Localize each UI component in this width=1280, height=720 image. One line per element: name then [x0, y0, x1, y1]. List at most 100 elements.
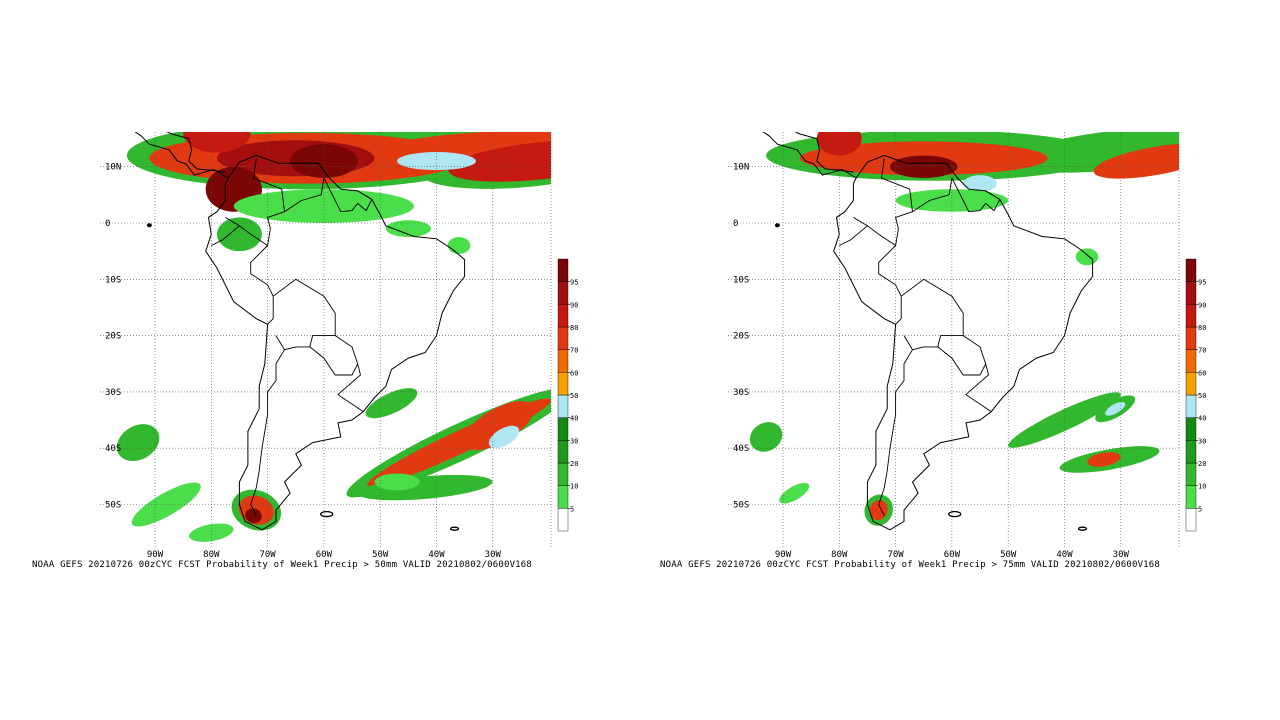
- precip-probability-area: [895, 189, 1009, 212]
- lon-label: 40W: [1056, 550, 1073, 560]
- lat-label: 30S: [105, 388, 121, 398]
- lon-label: 70W: [887, 550, 904, 560]
- colorbar-label: 60: [570, 369, 578, 377]
- precip-probability-area: [447, 237, 471, 254]
- colorbar-label: 30: [1198, 437, 1206, 445]
- lat-label: 0: [105, 219, 110, 229]
- galapagos-island: [774, 223, 780, 228]
- country-border: [878, 245, 902, 325]
- coastline-south-america: [833, 154, 1094, 531]
- lon-label: 80W: [203, 550, 220, 560]
- island-outline: [911, 119, 920, 122]
- precip-probability-area: [365, 388, 418, 419]
- precip-probability-area: [397, 152, 476, 171]
- colorbar-label: 60: [1198, 369, 1206, 377]
- panel-right: 10N 0 10S 20S 30S 40S 50S 90W 80W 70W 60W 50W 40W 30W…: [628, 0, 1268, 720]
- lon-label: 30W: [485, 550, 502, 560]
- precip-probability-area: [233, 189, 414, 223]
- colorbar-label: 90: [1198, 301, 1206, 309]
- lat-label: 10S: [733, 275, 749, 285]
- precip-probability-area: [1087, 452, 1121, 467]
- lat-label: 50S: [105, 501, 121, 511]
- precip-probability-area: [1105, 401, 1126, 416]
- probability-map-75mm: 10N 0 10S 20S 30S 40S 50S 90W 80W 70W 60W 50W 40W 30W…: [728, 111, 1206, 560]
- precip-probability-area: [290, 144, 358, 178]
- colorbar-segment: [557, 485, 569, 509]
- lat-label: 10N: [105, 163, 121, 173]
- map-field: [100, 94, 551, 549]
- colorbar-label: 95: [1198, 279, 1206, 287]
- precip-probability-area: [869, 500, 888, 521]
- falkland-islands: [320, 510, 334, 518]
- coastline-central-america: [134, 132, 229, 179]
- colorbar-label: 20: [1198, 460, 1206, 468]
- country-border: [900, 278, 964, 351]
- colorbar-segment: [1185, 281, 1197, 305]
- colorbar-segment: [1185, 258, 1197, 282]
- colorbar-segment: [557, 372, 569, 396]
- coastline-central-america: [166, 132, 226, 173]
- country-border: [211, 225, 240, 246]
- country-border: [937, 335, 987, 376]
- colorbar-segment: [557, 462, 569, 486]
- map-caption: NOAA GEFS 20210726 00zCYC FCST Probabili…: [660, 560, 1161, 570]
- colorbar-label: 40: [1198, 415, 1206, 423]
- precip-probability-area: [1075, 248, 1099, 266]
- colorbar-segment: [557, 304, 569, 328]
- country-border: [951, 177, 987, 213]
- colorbar-label: 70: [1198, 347, 1206, 355]
- map-field: [728, 111, 1179, 549]
- lon-label: 50W: [372, 550, 389, 560]
- colorbar-label: 50: [1198, 392, 1206, 400]
- country-border: [337, 363, 364, 412]
- lon-label: 80W: [831, 550, 848, 560]
- lat-label: 20S: [105, 332, 121, 342]
- precip-probability-area: [183, 132, 251, 153]
- colorbar-label: 30: [570, 437, 578, 445]
- colorbar-label: 80: [570, 324, 578, 332]
- colorbar-segment: [1185, 440, 1197, 464]
- country-border: [284, 177, 325, 213]
- colorbar-label: 95: [570, 279, 578, 287]
- galapagos-island: [146, 223, 152, 228]
- island-outline: [243, 111, 276, 123]
- island-outline: [183, 94, 242, 112]
- precip-probability-area: [116, 424, 160, 462]
- colorbar-label: 50: [570, 392, 578, 400]
- colorbar-label: 5: [570, 505, 574, 513]
- lat-label: 10S: [105, 275, 121, 285]
- colorbar-segment: [1185, 372, 1197, 396]
- south-georgia-island: [1077, 526, 1088, 531]
- lat-label: 10N: [733, 163, 749, 173]
- colorbar-label: 90: [570, 301, 578, 309]
- colorbar-segment: [557, 349, 569, 373]
- coastline-south-america: [205, 154, 466, 531]
- probability-map-50mm: 10N 0 10S 20S 30S 40S 50S 90W 80W 70W 60W 50W 40W 30W…: [100, 94, 578, 560]
- island-outline: [221, 119, 233, 122]
- lat-label: 30S: [733, 388, 749, 398]
- colorbar-segment: [1185, 326, 1197, 350]
- coastline-central-america: [762, 132, 857, 179]
- lon-label: 40W: [428, 550, 445, 560]
- lon-label: 90W: [147, 550, 164, 560]
- falkland-islands: [948, 510, 962, 518]
- lat-label: 0: [733, 219, 738, 229]
- colorbar-segment: [1185, 417, 1197, 441]
- precip-probability-area: [1093, 143, 1179, 179]
- colorbar-segment: [557, 417, 569, 441]
- colorbar-label: 5: [1198, 505, 1202, 513]
- colorbar-segment: [557, 508, 569, 532]
- lat-label: 20S: [733, 332, 749, 342]
- island-outline: [283, 119, 292, 122]
- precip-probability-area: [816, 132, 862, 156]
- colorbar-label: 10: [570, 483, 578, 491]
- country-border: [912, 177, 953, 213]
- country-border: [839, 225, 868, 246]
- island-outline: [871, 111, 904, 123]
- country-border: [225, 158, 285, 247]
- colorbar-segment: [557, 440, 569, 464]
- country-border: [357, 199, 373, 212]
- colorbar-segment: [1185, 508, 1197, 532]
- precip-probability-area: [749, 422, 783, 452]
- coastline-central-america: [794, 132, 854, 173]
